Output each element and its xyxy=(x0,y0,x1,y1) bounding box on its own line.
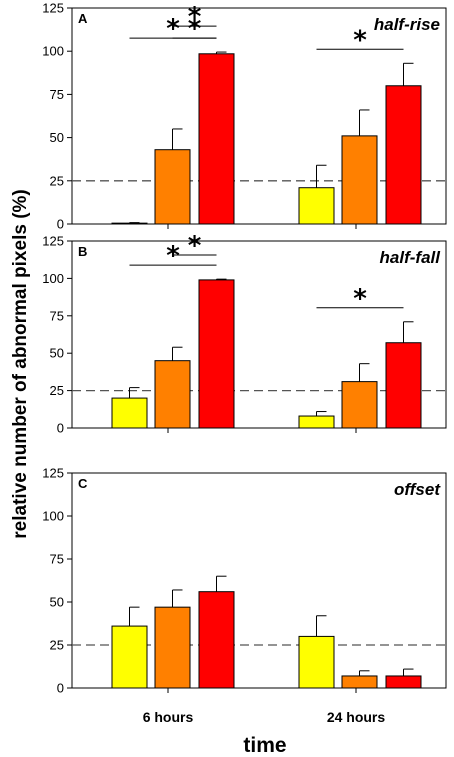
y-tick-label: 25 xyxy=(50,383,64,398)
significance-star: * xyxy=(188,231,202,261)
panel-letter: B xyxy=(78,244,87,259)
significance-star: * xyxy=(166,241,180,271)
y-tick-label: 75 xyxy=(50,552,64,567)
x-tick-label-6-hours: 6 hours xyxy=(143,709,194,725)
bar xyxy=(385,342,422,429)
y-tick-label: 100 xyxy=(42,509,64,524)
y-tick-label: 50 xyxy=(50,130,64,145)
panel-letter: A xyxy=(78,11,88,26)
panel-title: half-fall xyxy=(380,248,442,267)
panel-frame xyxy=(71,472,447,689)
bar xyxy=(111,397,148,429)
significance-star: * xyxy=(166,14,180,44)
bar xyxy=(341,381,378,429)
bar xyxy=(198,591,235,689)
bar xyxy=(298,187,335,225)
bar xyxy=(154,360,191,429)
y-axis-label: relative number of abnormal pixels (%) xyxy=(10,189,31,538)
panel-frame xyxy=(71,7,447,225)
y-tick-label: 50 xyxy=(50,595,64,610)
chart-panel-b: 0 25 50 75 100 125 B half-fall * * * xyxy=(42,231,447,436)
bar xyxy=(298,415,335,429)
bar xyxy=(111,222,148,225)
bar xyxy=(111,625,148,689)
y-tick-label: 25 xyxy=(50,173,64,188)
y-tick-label: 0 xyxy=(57,421,64,436)
y-tick-label: 0 xyxy=(57,681,64,696)
y-tick-label: 125 xyxy=(42,234,64,249)
bar xyxy=(198,279,235,429)
y-tick-label: 75 xyxy=(50,308,64,323)
chart-panel-c: 0 25 50 75 100 125 C offset xyxy=(42,466,447,696)
significance-star: * xyxy=(188,14,202,44)
y-tick-label: 100 xyxy=(42,44,64,59)
bar xyxy=(341,675,378,689)
bar xyxy=(154,149,191,225)
panel-title: half-rise xyxy=(374,15,440,34)
bar xyxy=(198,53,235,225)
significance-star: * xyxy=(353,25,367,55)
bar xyxy=(385,675,422,689)
y-tick-label: 75 xyxy=(50,87,64,102)
bar xyxy=(298,635,335,689)
bar xyxy=(385,85,422,225)
bar xyxy=(154,606,191,689)
x-tick-label-24-hours: 24 hours xyxy=(327,709,386,725)
y-tick-label: 100 xyxy=(42,271,64,286)
y-tick-label: 125 xyxy=(42,1,64,16)
panel-letter: C xyxy=(78,476,88,491)
x-axis-label: time xyxy=(243,734,286,757)
y-tick-label: 25 xyxy=(50,638,64,653)
y-tick-label: 125 xyxy=(42,466,64,481)
significance-star: * xyxy=(353,284,367,314)
y-tick-label: 50 xyxy=(50,346,64,361)
y-tick-label: 0 xyxy=(57,217,64,232)
bar xyxy=(341,135,378,225)
panel-frame xyxy=(71,240,447,429)
panel-title: offset xyxy=(394,480,441,499)
significance-star: * xyxy=(188,2,202,32)
